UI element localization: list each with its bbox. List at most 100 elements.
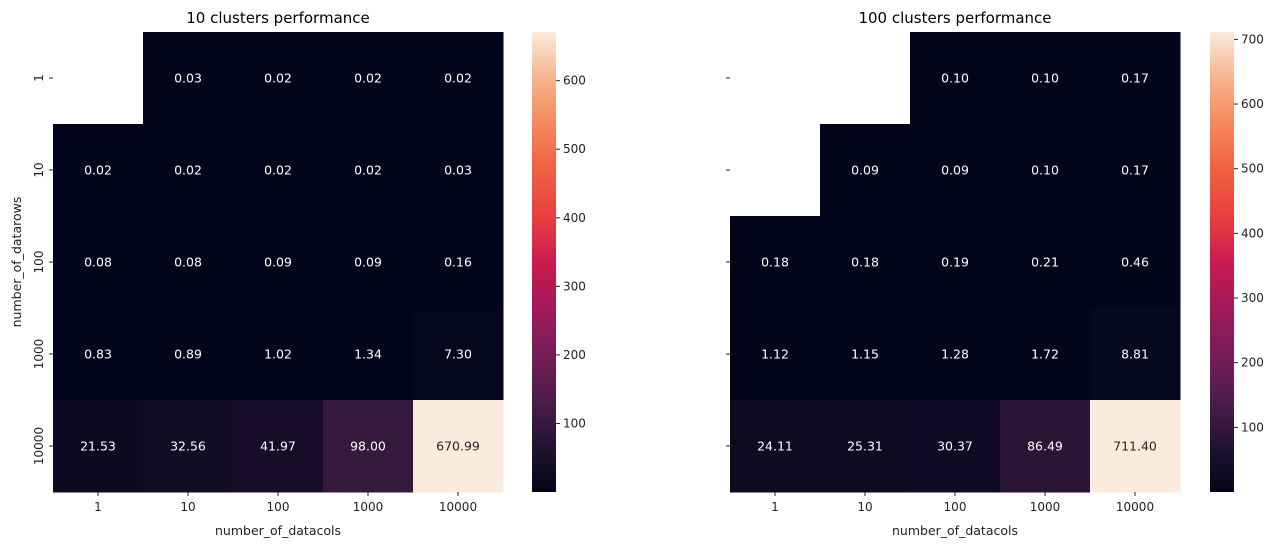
heatmap-cell <box>143 400 234 493</box>
cell-value-label: 21.53 <box>80 439 116 454</box>
heatmap-cell <box>820 400 911 493</box>
chart-title: 100 clusters performance <box>858 9 1051 27</box>
cell-value-label: 32.56 <box>170 439 206 454</box>
heatmap-cell <box>910 124 1001 217</box>
cell-value-label: 0.18 <box>851 255 879 270</box>
cell-value-label: 1.34 <box>354 347 382 362</box>
cell-value-label: 0.10 <box>1031 163 1059 178</box>
heatmap-cell <box>413 216 504 309</box>
cell-value-label: 0.02 <box>264 163 292 178</box>
y-tick-label: 10000 <box>32 427 46 465</box>
heatmap-cell <box>413 32 504 125</box>
y-axis-label: number_of_datarows <box>9 197 24 328</box>
y-tick-label: 10 <box>32 162 46 177</box>
heatmap-cell <box>910 216 1001 309</box>
heatmap-cell <box>233 32 324 125</box>
cell-value-label: 0.09 <box>851 163 879 178</box>
cell-value-label: 0.89 <box>174 347 202 362</box>
heatmap-cell <box>910 32 1001 125</box>
cell-value-label: 86.49 <box>1027 439 1063 454</box>
heatmap-cell <box>143 32 234 125</box>
heatmap-cell <box>1000 400 1091 493</box>
heatmap-cell <box>323 400 414 493</box>
heatmap-cell <box>143 216 234 309</box>
colorbar-tick-label: 400 <box>563 211 586 225</box>
x-axis-label: number_of_datacols <box>892 523 1018 538</box>
colorbar-tick-label: 700 <box>1241 32 1264 46</box>
cell-value-label: 1.28 <box>941 347 969 362</box>
heatmap-cell <box>1090 308 1181 401</box>
cell-value-label: 0.17 <box>1121 71 1149 86</box>
colorbar-tick-label: 300 <box>1241 291 1264 305</box>
cell-value-label: 670.99 <box>436 439 480 454</box>
heatmap-cell <box>730 400 821 493</box>
cell-value-label: 0.17 <box>1121 163 1149 178</box>
cell-value-label: 711.40 <box>1113 439 1157 454</box>
heatmap-cell <box>820 124 911 217</box>
x-tick-label: 1000 <box>1030 500 1061 514</box>
y-tick-label: 1000 <box>32 339 46 370</box>
heatmap-cell <box>233 400 324 493</box>
heatmap-cell <box>233 124 324 217</box>
colorbar-tick-label: 200 <box>563 348 586 362</box>
colorbar-tick-label: 200 <box>1241 356 1264 370</box>
heatmap-cell <box>413 124 504 217</box>
cell-value-label: 41.97 <box>260 439 296 454</box>
heatmap-cell <box>53 124 144 217</box>
colorbar-tick-label: 100 <box>563 416 586 430</box>
cell-value-label: 0.09 <box>264 255 292 270</box>
cell-value-label: 0.02 <box>84 163 112 178</box>
heatmap-cell <box>143 124 234 217</box>
cell-value-label: 0.18 <box>761 255 789 270</box>
cell-value-label: 1.15 <box>851 347 879 362</box>
heatmap-cell <box>143 308 234 401</box>
cell-value-label: 25.31 <box>847 439 883 454</box>
x-tick-label: 1000 <box>353 500 384 514</box>
colorbar-tick-label: 500 <box>1241 162 1264 176</box>
heatmap-cell <box>53 216 144 309</box>
heatmap-cell <box>910 308 1001 401</box>
x-tick-label: 10 <box>857 500 872 514</box>
colorbar-tick-label: 100 <box>1241 420 1264 434</box>
heatmap-cell <box>820 308 911 401</box>
cell-value-label: 0.03 <box>174 71 202 86</box>
heatmap-cell <box>1000 216 1091 309</box>
x-axis-label: number_of_datacols <box>215 523 341 538</box>
cell-value-label: 0.02 <box>354 163 382 178</box>
cell-value-label: 0.19 <box>941 255 969 270</box>
colorbar-tick-label: 600 <box>1241 97 1264 111</box>
colorbar <box>1210 32 1234 492</box>
heatmap-cell <box>1090 32 1181 125</box>
cell-value-label: 0.02 <box>444 71 472 86</box>
cell-value-label: 0.21 <box>1031 255 1059 270</box>
colorbar-tick-label: 300 <box>563 279 586 293</box>
cell-value-label: 0.03 <box>444 163 472 178</box>
heatmap-cell <box>1000 32 1091 125</box>
heatmap-cell <box>323 32 414 125</box>
cell-value-label: 0.08 <box>174 255 202 270</box>
heatmap-cell <box>233 216 324 309</box>
cell-value-label: 1.02 <box>264 347 292 362</box>
cell-value-label: 7.30 <box>444 347 472 362</box>
cell-value-label: 1.72 <box>1031 347 1059 362</box>
x-tick-label: 10 <box>180 500 195 514</box>
heatmap-cell <box>730 308 821 401</box>
cell-value-label: 24.11 <box>757 439 793 454</box>
heatmap-cell <box>233 308 324 401</box>
cell-value-label: 0.08 <box>84 255 112 270</box>
cell-value-label: 1.12 <box>761 347 789 362</box>
heatmap-cell <box>323 124 414 217</box>
heatmap-cell <box>1090 216 1181 309</box>
heatmap-cell <box>1000 308 1091 401</box>
cell-value-label: 0.02 <box>174 163 202 178</box>
cell-value-label: 98.00 <box>350 439 386 454</box>
x-tick-label: 100 <box>944 500 967 514</box>
colorbar-tick-label: 600 <box>563 74 586 88</box>
heatmap-cell <box>53 308 144 401</box>
heatmap-cell <box>1000 124 1091 217</box>
heatmap-cell <box>323 308 414 401</box>
chart-title: 10 clusters performance <box>186 9 370 27</box>
cell-value-label: 0.09 <box>354 255 382 270</box>
x-tick-label: 1 <box>771 500 779 514</box>
